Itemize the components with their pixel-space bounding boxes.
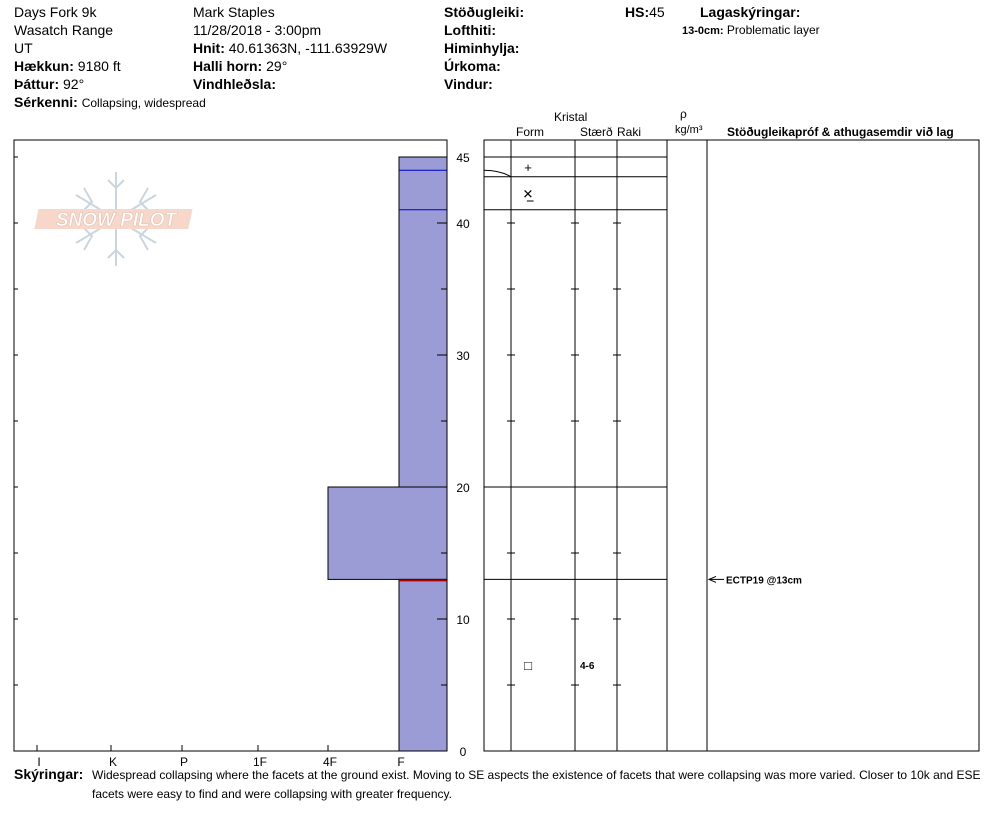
hardness-tick-label: P — [180, 755, 188, 769]
hardness-layer-0 — [398, 156, 448, 488]
wind-loading-label: Vindhleðsla: — [193, 76, 276, 92]
logo-text: SNOW PILOT — [56, 210, 178, 231]
elevation-label: Hækkun: — [14, 58, 74, 74]
hardness-tick-label: K — [109, 755, 117, 769]
test-arrow-icon — [707, 575, 717, 583]
logo-banner — [34, 209, 193, 229]
comments-label: Skýringar: — [14, 766, 84, 782]
hardness-tick-label: 1F — [253, 755, 267, 769]
features-label: Sérkenni: — [14, 94, 78, 110]
hardness-layer-2 — [398, 578, 448, 752]
coordinates-label: Hnit: — [193, 40, 225, 56]
location-name: Days Fork 9k — [14, 4, 97, 20]
state: UT — [14, 40, 33, 56]
height-tick-label: 45 — [456, 151, 470, 165]
row-connector — [483, 169, 512, 178]
height-axis: 0 10 20 30 40 45 — [437, 140, 470, 759]
snowpilot-logo: SNOW PILOT — [34, 172, 193, 266]
crystal-form-symbol-4: □ — [524, 658, 532, 673]
hardness-layer-1 — [327, 486, 448, 580]
wind-label: Vindur: — [444, 76, 493, 92]
tests-header: Stöðugleikapróf & athugasemdir við lag — [727, 125, 954, 139]
elevation-row: Hækkun: 9180 ft — [14, 58, 121, 75]
crystal-table: + ✕̲ □ 4-6 ECTP19 @13cm — [483, 139, 980, 752]
slope-value: 29° — [266, 58, 288, 74]
observation-datetime: 11/28/2018 - 3:00pm — [193, 22, 322, 38]
hardness-tick-label: 4F — [323, 755, 337, 769]
features-row: Sérkenni: Collapsing, widespread — [14, 94, 206, 112]
density-symbol: ρ — [680, 107, 687, 121]
height-tick-label: 10 — [456, 613, 470, 627]
aspect-label: Þáttur: — [14, 76, 60, 92]
snow-height-row: HS:45 — [625, 4, 665, 21]
hardness-profile: I K P 1F 4F F — [14, 156, 448, 769]
comments-line-1: Widespread collapsing where the facets a… — [92, 768, 981, 782]
comments-line-2: facets were easy to find and were collap… — [92, 787, 452, 801]
sky-label: Himinhylja: — [444, 40, 520, 56]
height-tick-label: 30 — [456, 349, 470, 363]
air-temp-label: Lofthiti: — [444, 22, 497, 38]
features-value: Collapsing, widespread — [81, 96, 206, 110]
legend-item-depth: 13-0cm: — [682, 25, 724, 37]
size-header: Stærð — [580, 125, 613, 139]
hardness-tick-label: F — [397, 755, 404, 769]
precip-label: Úrkoma: — [444, 58, 501, 74]
hardness-tick-label: I — [37, 755, 40, 769]
slope-row: Halli horn: 29° — [193, 58, 287, 75]
legend-item: 13-0cm: Problematic layer — [682, 23, 820, 37]
crystal-form-symbol-0: + — [524, 160, 532, 175]
density-unit: kg/m³ — [675, 124, 703, 136]
aspect-row: Þáttur: 92° — [14, 76, 84, 93]
elevation-value: 9180 ft — [77, 58, 121, 74]
coordinates-value: 40.61363N, -111.63929W — [228, 40, 388, 56]
mountain-range: Wasatch Range — [14, 22, 114, 38]
crystal-table-frame — [483, 139, 980, 752]
crystal-form-symbol-1: ✕̲ — [523, 186, 535, 201]
legend-title: Lagaskýringar: — [700, 4, 801, 20]
height-tick-label: 40 — [456, 217, 470, 231]
coordinates-row: Hnit: 40.61363N, -111.63929W — [193, 40, 387, 57]
slope-label: Halli horn: — [193, 58, 263, 74]
stability-label: Stöðugleiki: — [444, 4, 525, 20]
hardness-frame — [13, 139, 448, 752]
test-annotation: ECTP19 @13cm — [726, 575, 802, 586]
legend-item-text: Problematic layer — [726, 23, 820, 37]
snow-height-label: HS: — [625, 4, 650, 20]
moisture-header: Raki — [617, 125, 642, 139]
form-header: Form — [516, 125, 544, 139]
aspect-value: 92° — [63, 76, 85, 92]
snow-height-value: 45 — [649, 4, 665, 20]
crystal-header: Kristal — [554, 110, 588, 124]
height-tick-label: 20 — [456, 481, 470, 495]
observer-name: Mark Staples — [193, 4, 275, 20]
crystal-size-4: 4-6 — [580, 661, 595, 672]
height-tick-label: 0 — [460, 745, 467, 759]
